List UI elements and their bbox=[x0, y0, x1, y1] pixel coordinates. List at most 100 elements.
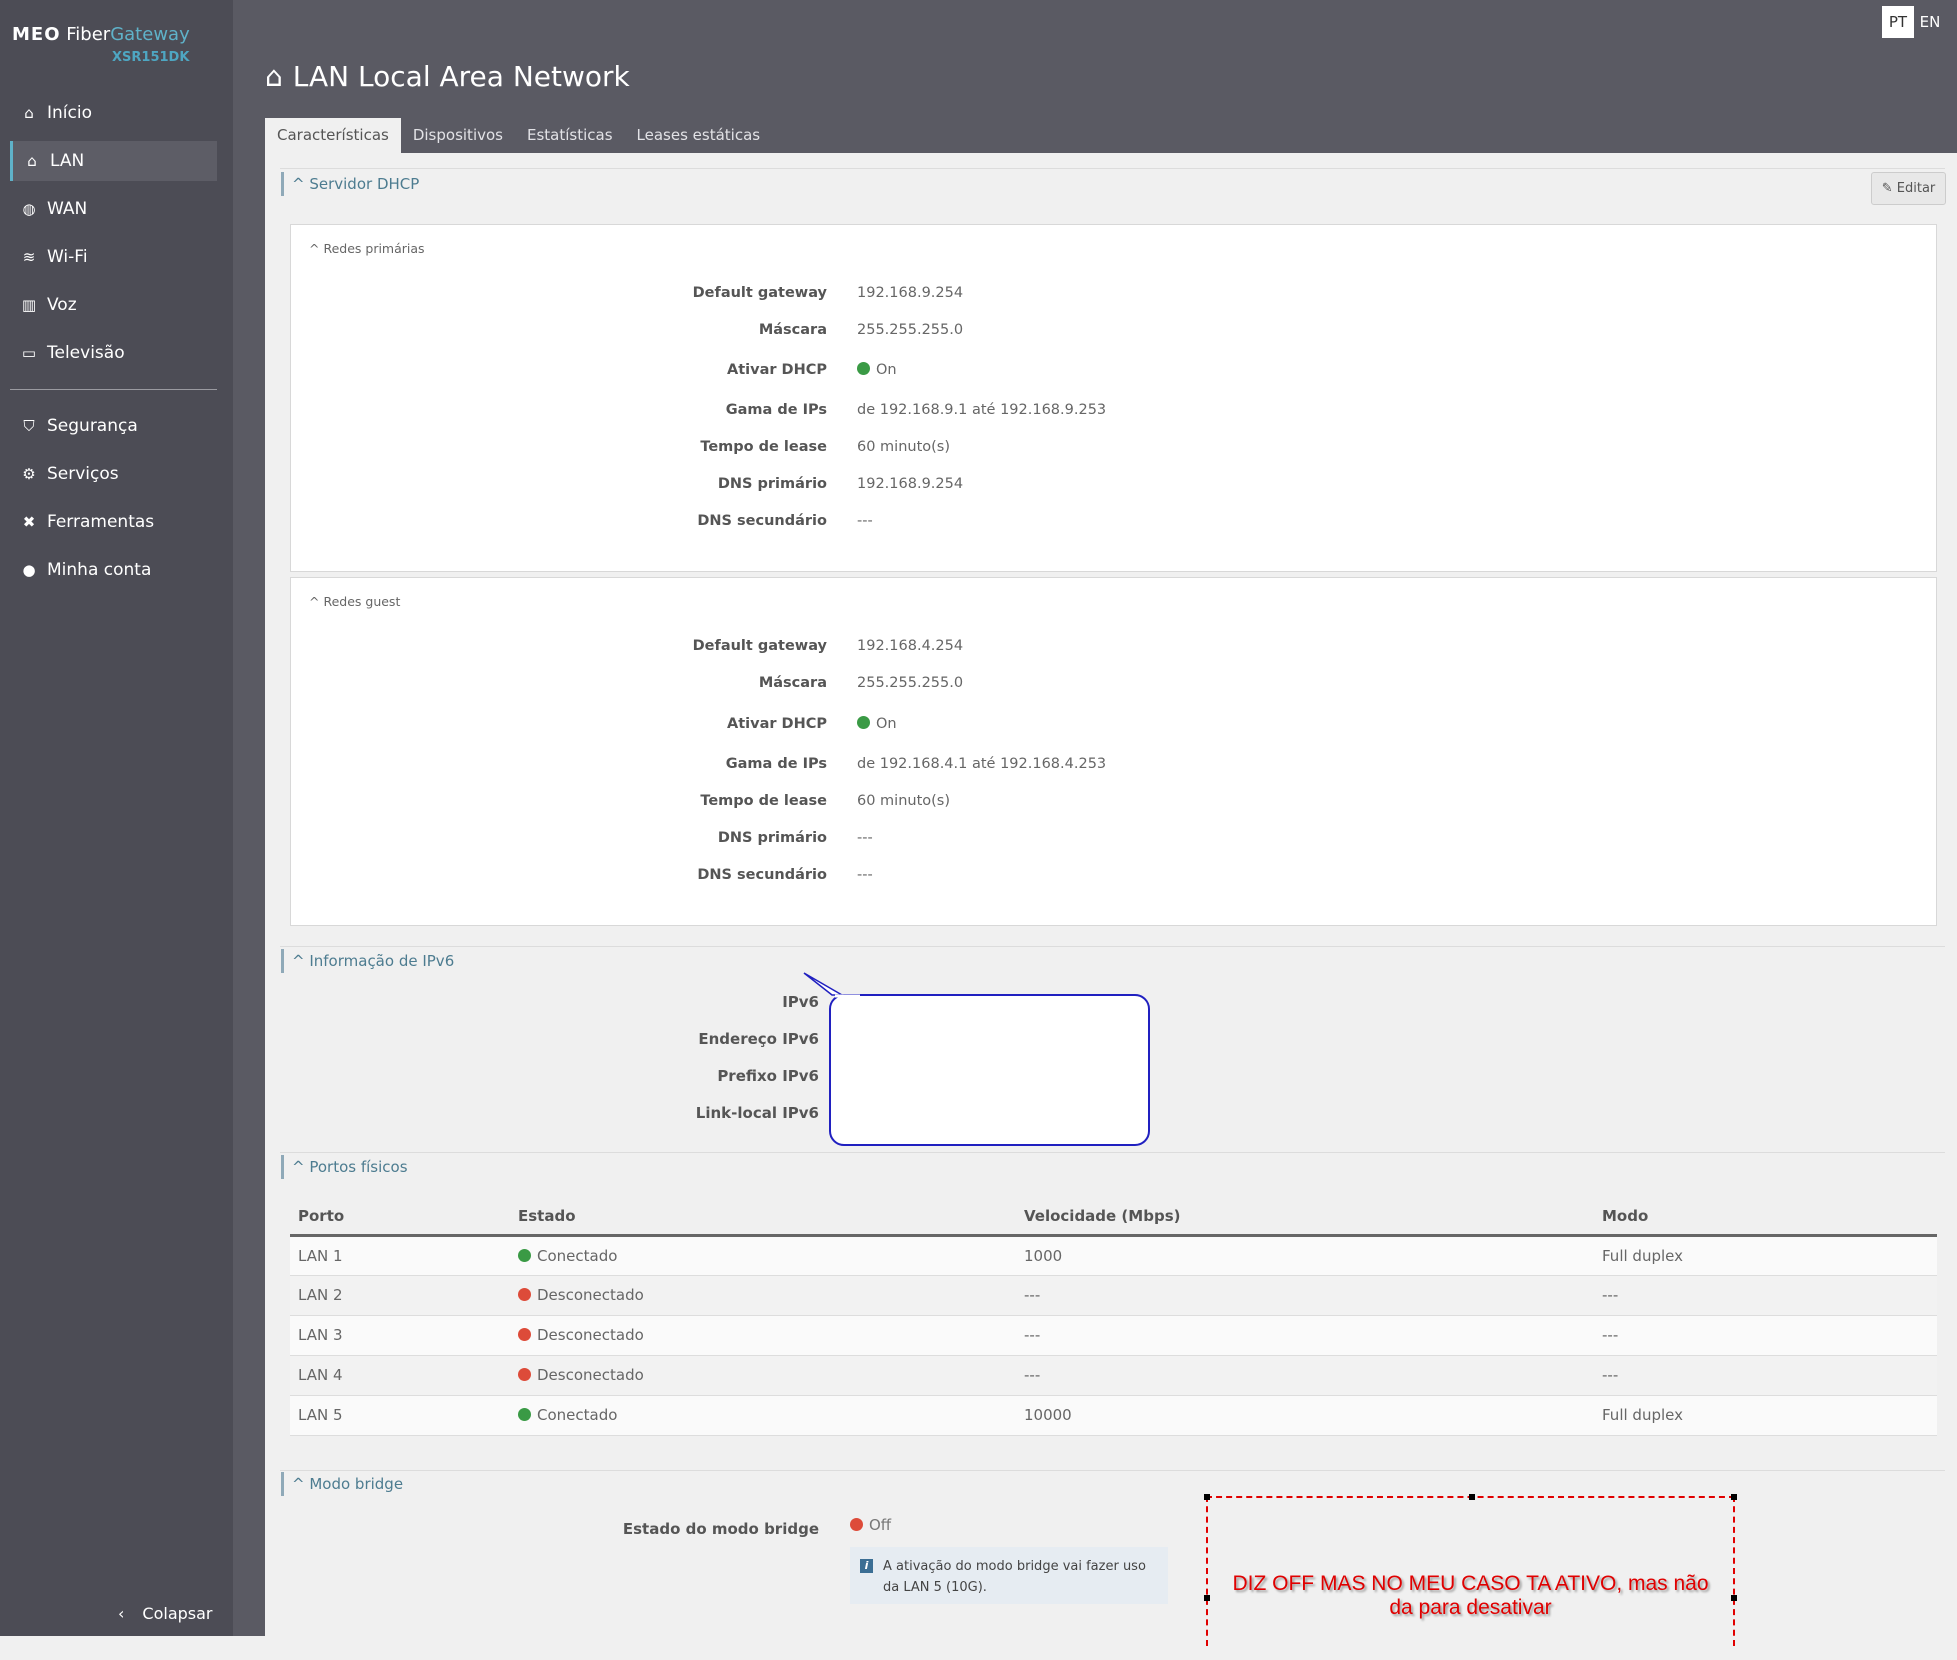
mode-cell: Full duplex bbox=[1594, 1395, 1937, 1436]
sidebar-item-televis-o[interactable]: ▭ Televisão bbox=[10, 333, 217, 373]
globe-icon: ◍ bbox=[22, 200, 36, 218]
primary-networks-box: ^ Redes primárias Default gateway 192.168… bbox=[290, 224, 1937, 572]
col-modo: Modo bbox=[1594, 1198, 1937, 1237]
sidebar-item-label: Televisão bbox=[47, 343, 125, 363]
ipv6-prefix-label: Prefixo IPv6 bbox=[717, 1067, 819, 1085]
state-cell: Desconectado bbox=[510, 1355, 1016, 1396]
field-value: 60 minuto(s) bbox=[857, 439, 951, 455]
section-dhcp-header[interactable]: ^ Servidor DHCP bbox=[281, 172, 419, 196]
state-cell: Desconectado bbox=[510, 1315, 1016, 1356]
lang-en-button[interactable]: EN bbox=[1919, 13, 1941, 31]
sidebar-item-wan[interactable]: ◍ WAN bbox=[10, 189, 217, 229]
tab-estatisticas[interactable]: Estatísticas bbox=[526, 126, 613, 144]
resize-handle[interactable] bbox=[1204, 1494, 1210, 1500]
resize-handle[interactable] bbox=[1469, 1494, 1475, 1500]
phone-icon: ▥ bbox=[21, 296, 37, 314]
sidebar-item-label: Minha conta bbox=[47, 560, 152, 580]
tab-dispositivos[interactable]: Dispositivos bbox=[412, 126, 503, 144]
field-value: 192.168.9.254 bbox=[857, 476, 964, 492]
resize-handle[interactable] bbox=[1731, 1494, 1737, 1500]
sidebar-divider bbox=[10, 389, 217, 390]
page-header bbox=[265, 0, 1957, 153]
field-value: --- bbox=[857, 830, 873, 846]
field-value: --- bbox=[857, 867, 873, 883]
collapse-button[interactable]: ‹ Colapsar bbox=[118, 1604, 213, 1623]
lang-pt-button[interactable]: PT bbox=[1882, 6, 1914, 38]
field-value: --- bbox=[857, 513, 873, 529]
field-value: 255.255.255.0 bbox=[857, 675, 964, 691]
bridge-state-label: Estado do modo bridge bbox=[622, 1520, 819, 1538]
sidebar-item-lan[interactable]: ⌂ LAN bbox=[10, 141, 217, 181]
sidebar-item-ferramentas[interactable]: ✖ Ferramentas bbox=[10, 502, 217, 542]
resize-handle[interactable] bbox=[1731, 1595, 1737, 1601]
table-row: LAN 3 Desconectado --- --- bbox=[290, 1315, 1937, 1356]
resize-handle[interactable] bbox=[1204, 1595, 1210, 1601]
field-label: Ativar DHCP bbox=[727, 362, 827, 378]
sidebar-item-servi-os[interactable]: ⚙ Serviços bbox=[10, 454, 217, 494]
section-ipv6-header[interactable]: ^ Informação de IPv6 bbox=[281, 949, 454, 973]
table-row: LAN 1 Conectado 1000 Full duplex bbox=[290, 1235, 1937, 1276]
lan-house-icon: ⌂ bbox=[265, 60, 283, 93]
field-value: de 192.168.9.1 até 192.168.9.253 bbox=[857, 402, 1107, 418]
tab-caracteristicas[interactable]: Características bbox=[265, 118, 401, 153]
page-title: ⌂ LAN Local Area Network bbox=[265, 60, 630, 93]
sidebar-item-in-cio[interactable]: ⌂ Início bbox=[10, 93, 217, 133]
edit-button[interactable]: ✎ Editar bbox=[1871, 172, 1946, 205]
field-label: DNS primário bbox=[717, 830, 827, 846]
tab-leases-estaticas[interactable]: Leases estáticas bbox=[636, 126, 761, 144]
mode-cell: --- bbox=[1594, 1355, 1937, 1396]
shield-icon: ⛉ bbox=[23, 417, 35, 435]
state-cell: Conectado bbox=[510, 1395, 1016, 1436]
model-name: XSR151DK bbox=[112, 50, 190, 65]
status-dot-icon bbox=[518, 1288, 531, 1301]
sidebar-item-label: Voz bbox=[47, 295, 77, 315]
info-icon: i bbox=[860, 1559, 873, 1573]
guest-networks-box: ^ Redes guest Default gateway 192.168.4.2… bbox=[290, 577, 1937, 926]
bridge-state-value: Off bbox=[850, 1516, 891, 1534]
section-ports-header[interactable]: ^ Portos físicos bbox=[281, 1155, 408, 1179]
status-dot-icon bbox=[518, 1328, 531, 1341]
field-label: Default gateway bbox=[692, 285, 827, 301]
logo[interactable]: MEO FiberGateway bbox=[12, 24, 190, 45]
field-label: Tempo de lease bbox=[700, 793, 827, 809]
col-estado: Estado bbox=[510, 1198, 1016, 1237]
home-icon: ⌂ bbox=[24, 104, 34, 122]
speed-cell: --- bbox=[1016, 1275, 1594, 1316]
section-divider bbox=[280, 1152, 1945, 1153]
port-cell: LAN 3 bbox=[290, 1315, 510, 1356]
field-value: 192.168.9.254 bbox=[857, 285, 964, 301]
port-cell: LAN 1 bbox=[290, 1235, 510, 1276]
field-label: Ativar DHCP bbox=[727, 716, 827, 732]
col-porto: Porto bbox=[290, 1198, 510, 1237]
ipv6-address-label: Endereço IPv6 bbox=[698, 1030, 819, 1048]
mode-cell: --- bbox=[1594, 1275, 1937, 1316]
section-bridge-header[interactable]: ^ Modo bridge bbox=[281, 1472, 403, 1496]
status-dot-icon bbox=[518, 1408, 531, 1421]
speed-cell: --- bbox=[1016, 1355, 1594, 1396]
pencil-icon: ✎ bbox=[1881, 181, 1893, 196]
port-cell: LAN 2 bbox=[290, 1275, 510, 1316]
sidebar-item-seguran-a[interactable]: ⛉ Segurança bbox=[10, 406, 217, 446]
sidebar-item-voz[interactable]: ▥ Voz bbox=[10, 285, 217, 325]
wifi-icon: ≋ bbox=[22, 248, 36, 266]
field-label: DNS secundário bbox=[697, 867, 827, 883]
sidebar-item-label: Ferramentas bbox=[47, 512, 155, 532]
sidebar-item-wi-fi[interactable]: ≋ Wi-Fi bbox=[10, 237, 217, 277]
status-dot-icon bbox=[857, 716, 870, 729]
tabs: Características Dispositivos Estatística… bbox=[265, 118, 772, 153]
chevron-left-icon: ‹ bbox=[118, 1604, 125, 1623]
field-value: On bbox=[857, 362, 897, 378]
speed-cell: --- bbox=[1016, 1315, 1594, 1356]
field-value: de 192.168.4.1 até 192.168.4.253 bbox=[857, 756, 1107, 772]
sidebar-item-minha-conta[interactable]: ● Minha conta bbox=[10, 550, 217, 590]
guest-networks-header[interactable]: ^ Redes guest bbox=[309, 594, 401, 609]
primary-networks-header[interactable]: ^ Redes primárias bbox=[309, 241, 425, 256]
sidebar bbox=[0, 0, 233, 1636]
state-cell: Conectado bbox=[510, 1235, 1016, 1276]
lan-house-icon: ⌂ bbox=[27, 152, 37, 170]
status-dot-icon bbox=[518, 1368, 531, 1381]
field-label: Tempo de lease bbox=[700, 439, 827, 455]
table-row: LAN 4 Desconectado --- --- bbox=[290, 1355, 1937, 1396]
field-label: Máscara bbox=[758, 675, 827, 691]
speed-cell: 10000 bbox=[1016, 1395, 1594, 1436]
